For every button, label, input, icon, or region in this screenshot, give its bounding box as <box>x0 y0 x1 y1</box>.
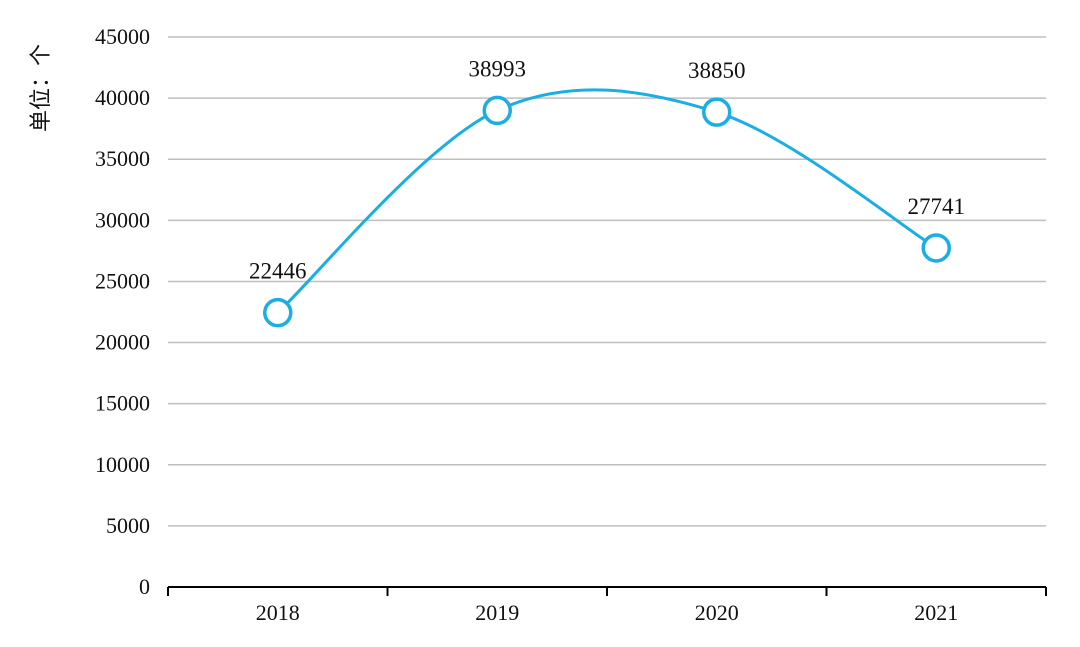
x-tick-label: 2021 <box>914 600 958 625</box>
x-tick-label: 2020 <box>695 600 739 625</box>
data-point <box>921 233 951 263</box>
y-axis-unit-label: 单位：个 <box>29 44 54 132</box>
data-point <box>263 297 293 328</box>
data-point <box>702 97 732 127</box>
data-label: 38993 <box>469 56 527 81</box>
data-label: 22446 <box>249 259 307 284</box>
y-tick-label: 45000 <box>95 24 150 49</box>
y-tick-label: 25000 <box>95 268 150 293</box>
y-tick-label: 30000 <box>95 207 150 232</box>
x-tick-label: 2018 <box>256 600 300 625</box>
y-tick-label: 15000 <box>95 391 150 416</box>
axes <box>167 586 1047 596</box>
y-tick-label: 40000 <box>95 85 150 110</box>
series-group <box>263 88 951 328</box>
data-label: 27741 <box>908 194 966 219</box>
gridlines <box>168 36 1046 527</box>
series-line <box>276 88 938 314</box>
data-point <box>482 95 512 126</box>
y-axis-ticks: 0 5000 10000 15000 20000 25000 30000 35000 40000… <box>95 24 150 599</box>
y-tick-label: 10000 <box>95 452 150 477</box>
y-tick-label: 5000 <box>106 513 150 538</box>
data-labels: 22446 38993 38850 27741 <box>249 56 965 283</box>
data-label: 38850 <box>688 58 746 83</box>
y-tick-label: 0 <box>139 574 150 599</box>
y-tick-label: 20000 <box>95 330 150 355</box>
x-axis-ticks: 2018 2019 2020 2021 <box>256 600 959 625</box>
x-tick-label: 2019 <box>475 600 519 625</box>
y-tick-label: 35000 <box>95 146 150 171</box>
